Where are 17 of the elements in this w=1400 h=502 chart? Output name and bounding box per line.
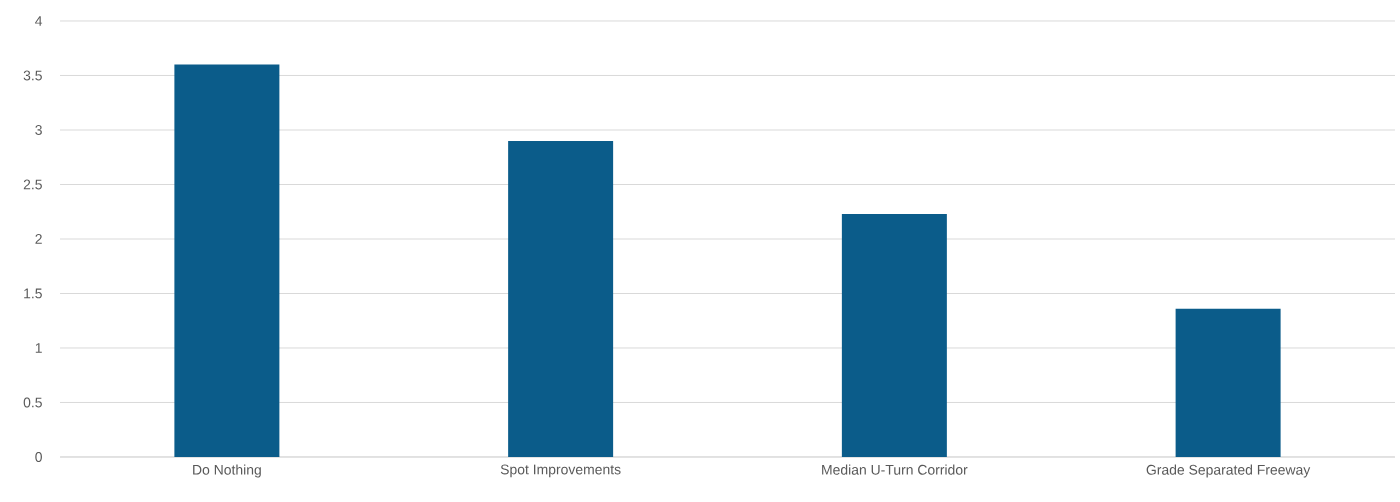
bar [1175, 308, 1281, 457]
y-tick-label: 2 [35, 234, 42, 244]
y-tick-label: 1 [35, 343, 42, 353]
y-tick-label: 1.5 [24, 288, 42, 299]
bar [841, 213, 947, 457]
bar [508, 140, 614, 457]
y-tick-label: 2.5 [23, 179, 42, 190]
x-tick-label: Spot Improvements [500, 464, 621, 478]
y-tick-label: 4 [35, 16, 43, 26]
y-tick-label: 0 [35, 452, 42, 462]
x-tick-label: Do Nothing [193, 464, 261, 478]
x-tick-label: Grade Separated Freeway [1146, 464, 1311, 478]
y-tick-label: 3.5 [23, 70, 42, 81]
bar [174, 64, 280, 457]
y-tick-label: 3 [35, 125, 42, 135]
x-tick-label: Median U-Turn Corridor [822, 464, 968, 475]
y-tick-label: 0.5 [23, 397, 42, 408]
